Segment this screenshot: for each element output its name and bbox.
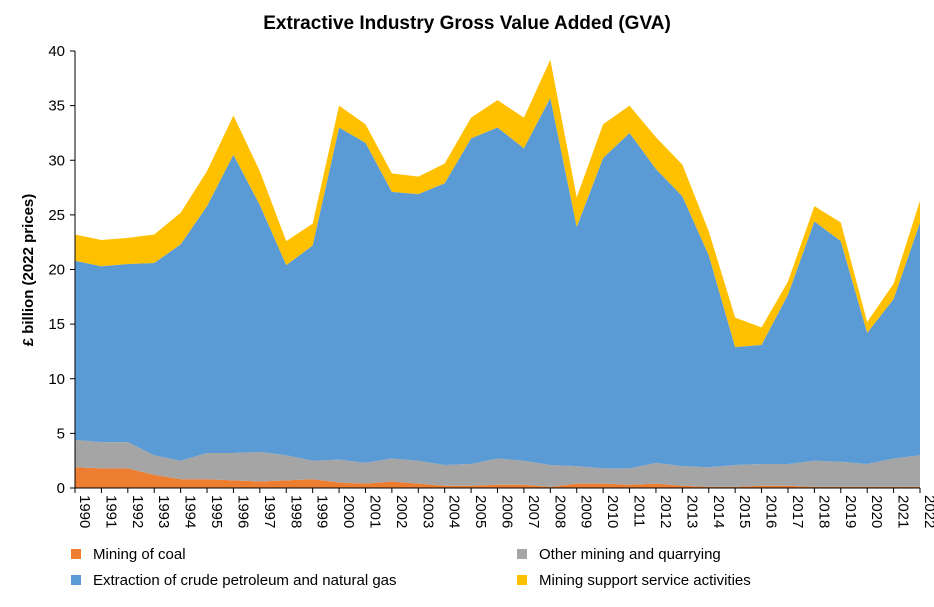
legend-item: Mining of coal [71, 546, 186, 563]
x-tick-label: 2007 [525, 495, 542, 528]
y-tick-label: 40 [48, 43, 65, 60]
legend-swatch [517, 575, 527, 585]
legend: Mining of coal Other mining and quarrying… [71, 546, 751, 589]
x-tick-label: 1992 [129, 495, 146, 528]
x-tick-label: 2008 [551, 495, 568, 528]
y-tick-label: 30 [48, 152, 65, 169]
y-tick-label: 25 [48, 207, 65, 224]
x-tick-label: 1990 [76, 495, 93, 528]
legend-item: Extraction of crude petroleum and natura… [71, 572, 397, 589]
y-tick-label: 5 [57, 425, 65, 442]
x-tick-label: 1994 [182, 495, 199, 528]
legend-swatch [517, 549, 527, 559]
x-tick-label: 2002 [393, 495, 410, 528]
x-tick-label: 2003 [419, 495, 436, 528]
x-tick-label: 2022 [921, 495, 934, 528]
x-tick-label: 2012 [657, 495, 674, 528]
x-tick-label: 2011 [631, 495, 648, 527]
area-mining-support-service-activities [75, 59, 920, 348]
x-tick-label: 1993 [155, 495, 172, 528]
x-tick-label: 2016 [763, 495, 780, 528]
x-tick-label: 2021 [895, 495, 912, 528]
x-tick-label: 1997 [261, 495, 278, 528]
legend-item: Other mining and quarrying [517, 546, 721, 563]
chart-title: Extractive Industry Gross Value Added (G… [263, 13, 671, 34]
x-tick-label: 2013 [683, 495, 700, 528]
x-tick-label: 2009 [578, 495, 595, 528]
x-tick-label: 2018 [815, 495, 832, 528]
legend-label: Mining of coal [93, 546, 186, 563]
y-tick-label: 10 [48, 371, 65, 388]
x-tick-label: 2017 [789, 495, 806, 528]
area-series-group [75, 59, 920, 488]
x-tick-label: 2004 [446, 495, 463, 528]
x-tick-label: 1991 [102, 495, 119, 528]
legend-item: Mining support service activities [517, 572, 751, 589]
x-tick-label: 2014 [710, 495, 727, 528]
x-tick-label: 2005 [472, 495, 489, 528]
x-tick-label: 2020 [868, 495, 885, 528]
x-tick-label: 1998 [287, 495, 304, 528]
x-tick-label: 2010 [604, 495, 621, 528]
y-tick-label: 35 [48, 98, 65, 115]
legend-label: Extraction of crude petroleum and natura… [93, 572, 397, 589]
x-tick-label: 2015 [736, 495, 753, 528]
x-tick-label: 2001 [366, 495, 383, 528]
area-mining-of-coal [75, 467, 920, 488]
x-tick-label: 2006 [499, 495, 516, 528]
legend-swatch [71, 575, 81, 585]
area-other-mining-and-quarrying [75, 439, 920, 487]
y-tick-label: 15 [48, 316, 65, 333]
x-tick-label: 2000 [340, 495, 357, 528]
legend-label: Mining support service activities [539, 572, 751, 589]
x-tick-label: 2019 [842, 495, 859, 528]
x-tick-label: 1999 [314, 495, 331, 528]
x-tick-label: 1995 [208, 495, 225, 528]
axes-group: 0 5 10 15 20 25 30 35 40 1990 1991 1992 1993 1994 1995… [48, 43, 934, 528]
legend-swatch [71, 549, 81, 559]
area-extraction-of-crude-petroleum-and-natural-gas [75, 97, 920, 469]
legend-label: Other mining and quarrying [539, 546, 721, 563]
x-tick-label: 1996 [234, 495, 251, 528]
y-axis-label: £ billion (2022 prices) [20, 194, 37, 347]
y-tick-label: 0 [57, 480, 65, 497]
y-tick-label: 20 [48, 262, 65, 279]
